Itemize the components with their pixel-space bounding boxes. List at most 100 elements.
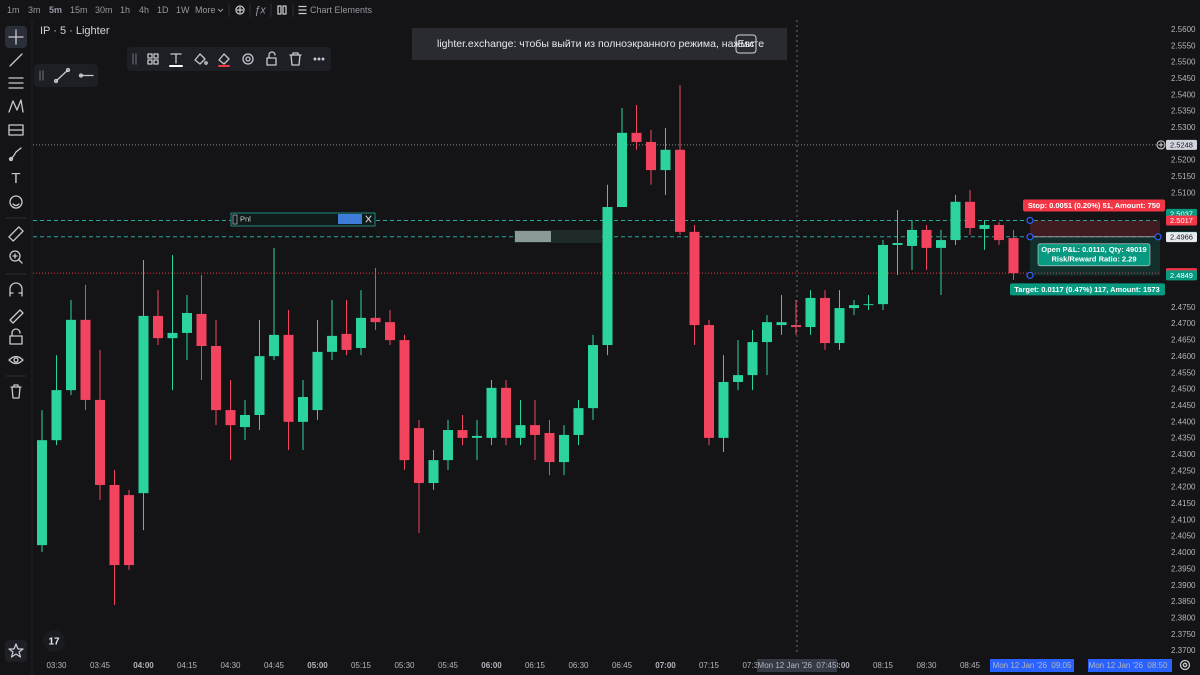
candle-body [138, 315, 149, 494]
interval-button[interactable]: 4h [139, 5, 149, 15]
notice-end: . [760, 38, 763, 50]
add-indicator-icon[interactable] [235, 5, 245, 15]
add-indicator-icon[interactable] [235, 5, 245, 15]
fill-button[interactable] [194, 53, 206, 65]
more-button[interactable] [321, 57, 325, 61]
candle-body [269, 334, 279, 357]
pattern-tool[interactable] [8, 99, 24, 113]
interval-button[interactable]: 1W [176, 5, 190, 15]
price-tag [1166, 270, 1197, 281]
interval-button[interactable]: More [195, 5, 216, 15]
axis-settings[interactable] [1179, 659, 1191, 671]
line-end-button[interactable] [78, 73, 94, 78]
candle-body [965, 201, 975, 228]
interval-button[interactable]: 30m [95, 5, 113, 15]
lock-button[interactable] [266, 57, 277, 66]
range-time: Mon 12 Jan '26 09:05 [993, 661, 1072, 670]
template-button[interactable] [153, 59, 159, 65]
line-style-button[interactable] [53, 78, 59, 84]
lock-button[interactable] [266, 51, 277, 66]
position-handle[interactable] [1026, 233, 1034, 241]
more-button[interactable] [313, 57, 325, 61]
axis-settings[interactable] [1179, 659, 1191, 671]
chart-elements[interactable]: Chart Elements [310, 5, 373, 15]
line-end-button[interactable] [78, 73, 84, 78]
favorites-button[interactable] [5, 640, 27, 662]
lock-button[interactable] [268, 51, 276, 59]
y-tick-label: 2.4450 [1171, 401, 1196, 410]
trend-line-tool[interactable] [9, 53, 23, 67]
more-button[interactable] [313, 57, 317, 61]
interval-button[interactable]: 15m [70, 5, 88, 15]
position-handle[interactable] [1154, 233, 1162, 241]
line-style-button[interactable] [53, 67, 71, 84]
emoji-tool[interactable] [9, 195, 23, 209]
more-button[interactable] [317, 57, 321, 61]
y-tick-label: 2.4350 [1171, 434, 1196, 443]
y-tick-label: 2.5300 [1171, 123, 1196, 132]
settings-button[interactable] [245, 56, 251, 62]
settings-button[interactable] [242, 53, 254, 65]
candle-body [573, 408, 584, 435]
template-icon[interactable] [282, 5, 287, 15]
drag-handle[interactable] [132, 53, 137, 65]
tv-logo: 17 [43, 630, 65, 652]
pnl-close[interactable] [365, 215, 372, 223]
delete-tool[interactable] [10, 384, 22, 399]
template-button[interactable] [147, 53, 153, 59]
brush-tool[interactable] [8, 147, 22, 162]
template-button[interactable] [147, 53, 159, 65]
template-icon[interactable] [277, 5, 282, 15]
text-button[interactable] [169, 53, 183, 67]
fill-button[interactable] [194, 53, 208, 65]
zoom-tool[interactable] [9, 250, 23, 264]
axis-settings[interactable] [1182, 662, 1188, 668]
fx-icon[interactable]: ƒx [254, 4, 266, 16]
color-button[interactable] [218, 53, 230, 65]
delete-button[interactable] [289, 52, 302, 66]
esc-key-box [735, 34, 757, 54]
drag-handle[interactable] [39, 70, 44, 81]
position-handle[interactable] [1026, 216, 1034, 225]
hide-tool[interactable] [8, 355, 24, 365]
template-button[interactable] [147, 59, 153, 65]
x-tick-label: 05:30 [394, 661, 415, 670]
lock-draw-tool[interactable] [9, 309, 24, 324]
candle-body [733, 375, 743, 382]
ruler-tool[interactable] [8, 226, 24, 242]
top-bar [0, 0, 1200, 20]
candle-body [298, 397, 308, 422]
crosshair-tool[interactable] [8, 29, 24, 45]
x-tick-label: 06:30 [568, 661, 589, 670]
line-style-button[interactable] [65, 67, 71, 73]
magnet-tool[interactable] [9, 282, 23, 297]
color-button[interactable] [218, 53, 230, 67]
star-icon[interactable] [8, 643, 24, 658]
template-button[interactable] [153, 53, 159, 59]
x-tick-label: 08:15 [873, 661, 894, 670]
candle-body [51, 390, 62, 441]
position-handle[interactable] [1026, 271, 1034, 279]
candle-body [544, 432, 555, 463]
interval-button[interactable]: 1m [7, 5, 20, 15]
fill-button[interactable] [204, 61, 208, 65]
pnl-close[interactable] [365, 215, 372, 223]
chart-elements-icon[interactable] [298, 5, 307, 15]
lock-tool[interactable] [9, 328, 23, 345]
drawing-toolbar [8, 156, 14, 162]
text-tool[interactable]: T [11, 170, 20, 187]
interval-button[interactable]: 1D [157, 5, 169, 15]
delete-button[interactable] [289, 52, 302, 66]
x-tick-label: 04:00 [133, 661, 154, 670]
interval-button[interactable]: 5m [49, 5, 62, 15]
template-icon[interactable] [277, 5, 287, 15]
settings-button[interactable] [242, 53, 254, 65]
candle-body [457, 430, 468, 438]
fib-tool[interactable] [8, 77, 24, 89]
y-tick-label: 2.5100 [1171, 188, 1196, 197]
interval-button[interactable]: 1h [120, 5, 130, 15]
line-style-button[interactable] [55, 69, 69, 82]
forecast-tool[interactable] [8, 124, 24, 136]
interval-button[interactable]: 3m [28, 5, 41, 15]
x-tick-label: 06:45 [612, 661, 633, 670]
